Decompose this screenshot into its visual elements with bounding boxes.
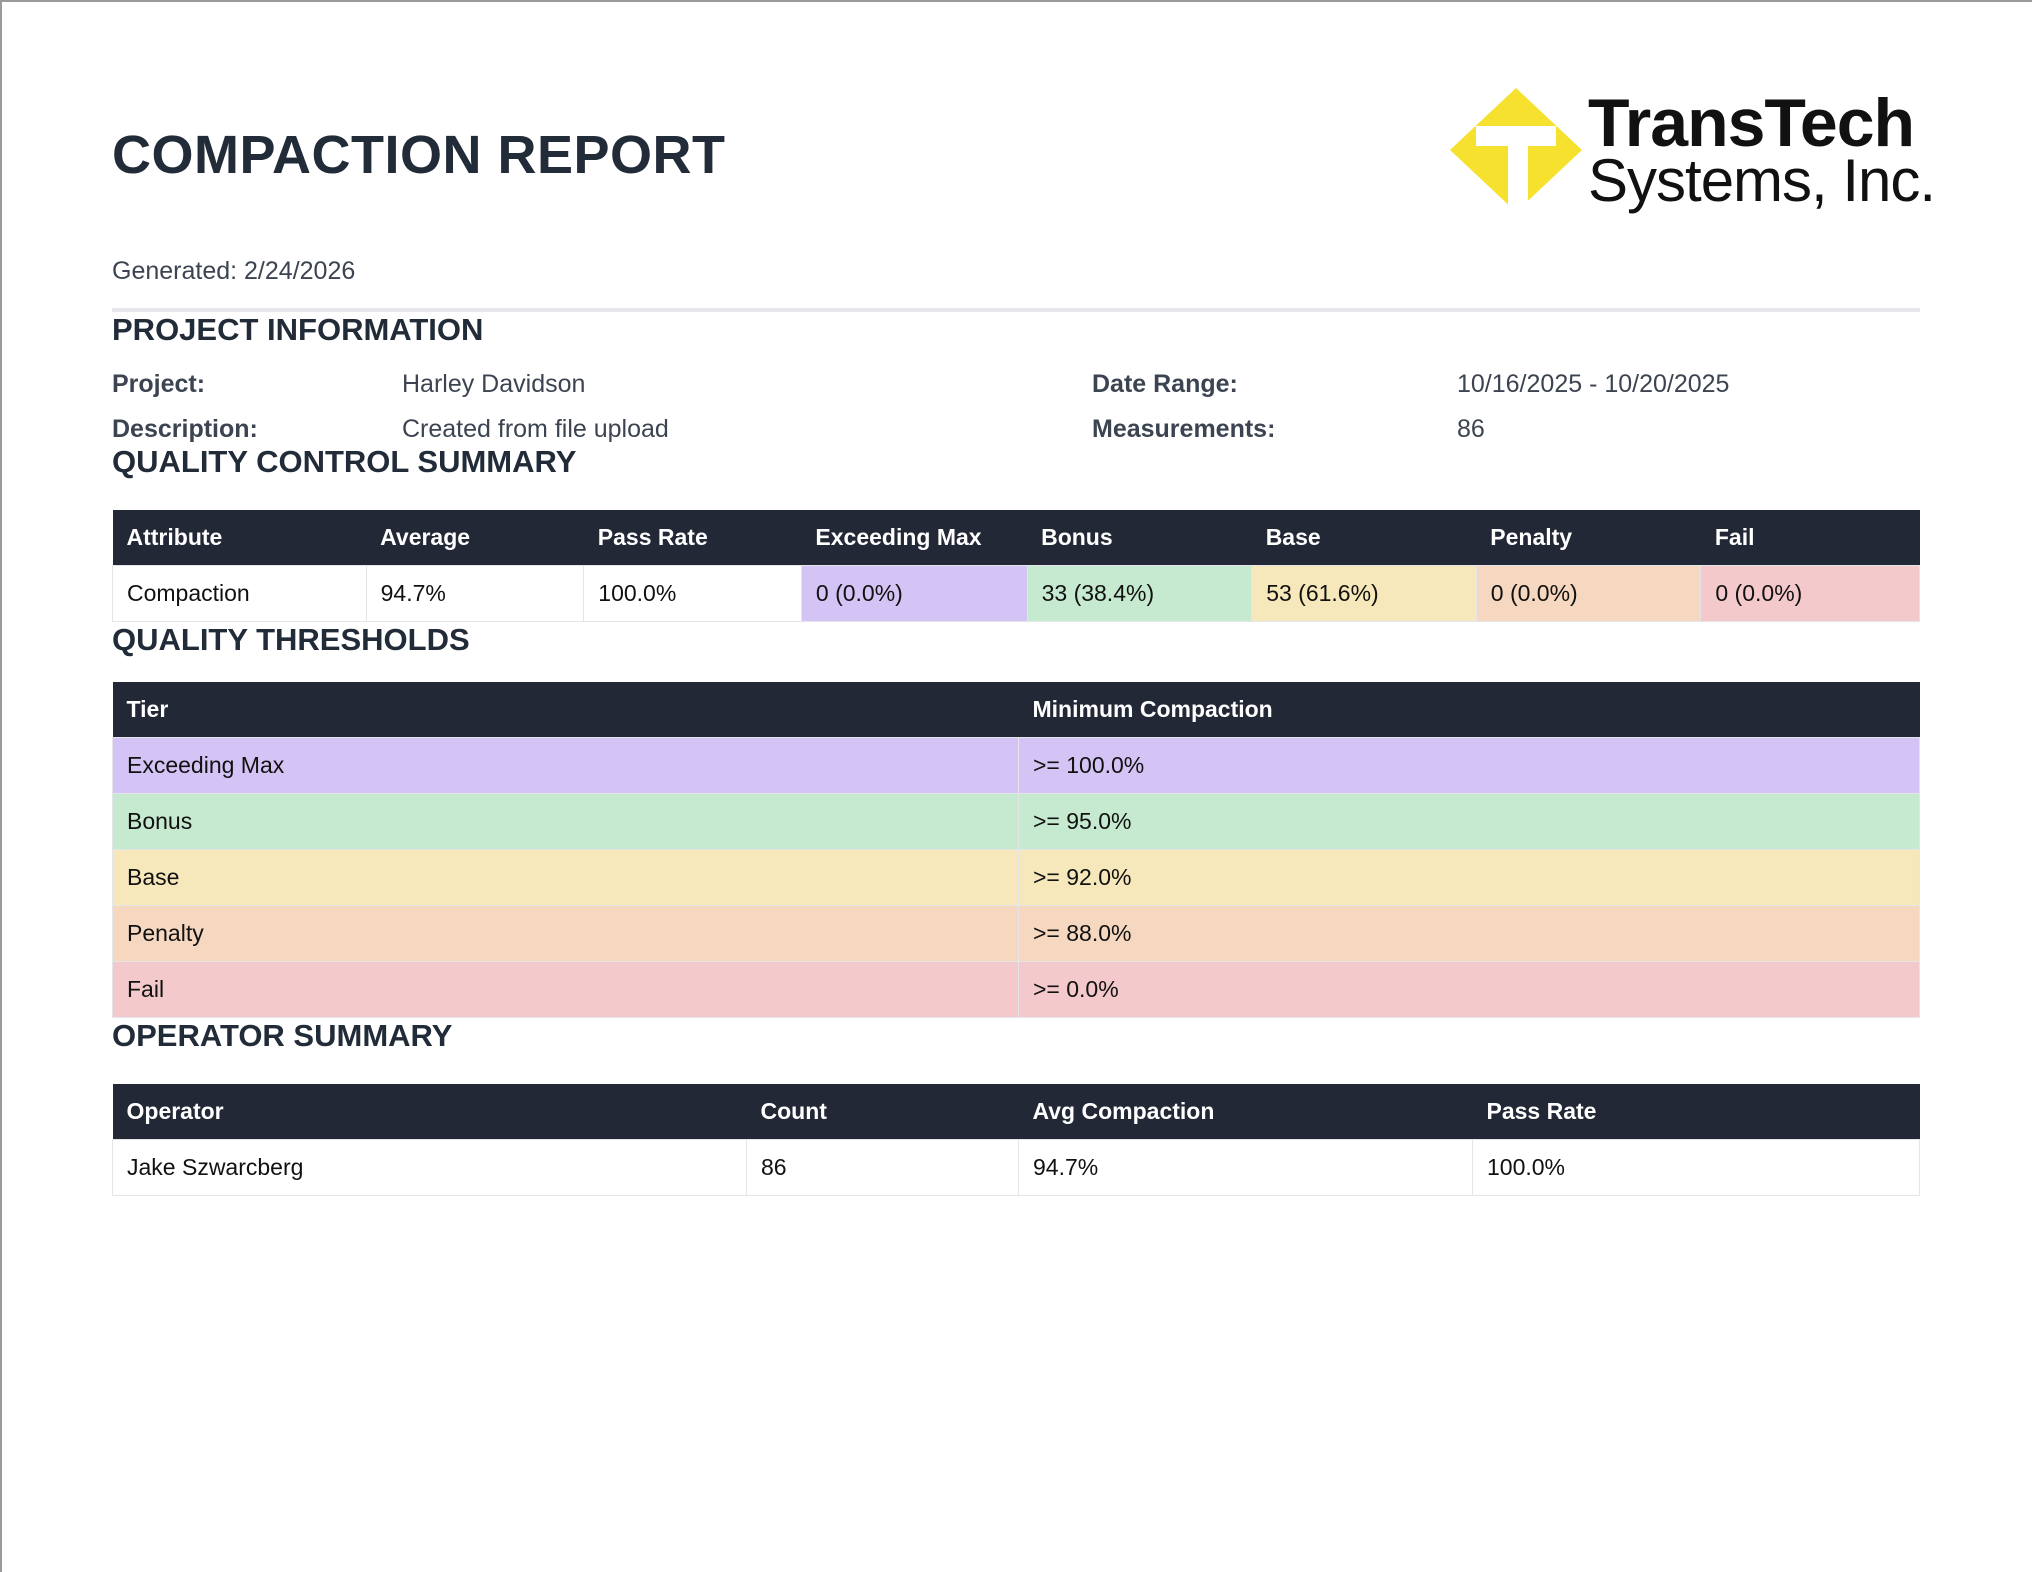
table-row: Penalty >= 88.0% bbox=[112, 905, 1920, 962]
date-range-value: 10/16/2025 - 10/20/2025 bbox=[1457, 370, 1730, 398]
date-range-label: Date Range: bbox=[1092, 370, 1238, 398]
column-header: Base bbox=[1251, 510, 1477, 566]
table-cell: 0 (0.0%) bbox=[1475, 565, 1702, 622]
table-cell: Compaction bbox=[112, 565, 367, 622]
column-header: Pass Rate bbox=[1472, 1084, 1920, 1140]
transtech-diamond-icon bbox=[1450, 88, 1582, 212]
operator-summary-table: Operator Count Avg Compaction Pass Rate … bbox=[112, 1084, 1920, 1196]
column-header: Fail bbox=[1700, 510, 1920, 566]
column-header: Attribute bbox=[112, 510, 367, 566]
table-row: Fail >= 0.0% bbox=[112, 961, 1920, 1018]
table-cell: Bonus bbox=[112, 793, 1019, 850]
column-header: Minimum Compaction bbox=[1018, 682, 1920, 738]
table-cell: Penalty bbox=[112, 905, 1019, 962]
table-row: Exceeding Max >= 100.0% bbox=[112, 737, 1920, 794]
measurements-value: 86 bbox=[1457, 415, 1485, 443]
table-header-row: Tier Minimum Compaction bbox=[112, 682, 1920, 738]
table-row: Bonus >= 95.0% bbox=[112, 793, 1920, 850]
table-cell: 53 (61.6%) bbox=[1251, 565, 1477, 622]
qc-summary-heading: QUALITY CONTROL SUMMARY bbox=[112, 444, 577, 479]
table-cell: Fail bbox=[112, 961, 1019, 1018]
report-header: COMPACTION REPORT Generated: 2/24/2026 T… bbox=[112, 2, 1936, 302]
table-cell: Jake Szwarcberg bbox=[112, 1139, 747, 1196]
project-value: Harley Davidson bbox=[402, 370, 586, 398]
table-cell: >= 100.0% bbox=[1018, 737, 1920, 794]
table-cell: 33 (38.4%) bbox=[1026, 565, 1253, 622]
column-header: Bonus bbox=[1027, 510, 1252, 566]
column-header: Average bbox=[366, 510, 584, 566]
table-cell: 86 bbox=[746, 1139, 1019, 1196]
measurements-label: Measurements: bbox=[1092, 415, 1276, 443]
table-cell: 0 (0.0%) bbox=[1700, 565, 1920, 622]
qc-summary-table: Attribute Average Pass Rate Exceeding Ma… bbox=[112, 510, 1920, 622]
table-cell: >= 92.0% bbox=[1018, 849, 1920, 906]
column-header: Exceeding Max bbox=[801, 510, 1028, 566]
table-row: Base >= 92.0% bbox=[112, 849, 1920, 906]
description-label: Description: bbox=[112, 415, 258, 443]
table-header-row: Attribute Average Pass Rate Exceeding Ma… bbox=[112, 510, 1920, 566]
project-info-grid: Project: Harley Davidson Date Range: 10/… bbox=[112, 370, 1920, 444]
column-header: Operator bbox=[112, 1084, 747, 1140]
table-cell: 100.0% bbox=[1472, 1139, 1920, 1196]
table-row: Jake Szwarcberg 86 94.7% 100.0% bbox=[112, 1139, 1920, 1196]
table-cell: 94.7% bbox=[1018, 1139, 1473, 1196]
operator-summary-heading: OPERATOR SUMMARY bbox=[112, 1018, 453, 1053]
column-header: Pass Rate bbox=[583, 510, 802, 566]
table-cell: 100.0% bbox=[583, 565, 802, 622]
logo-line-2: Systems, Inc. bbox=[1588, 147, 1936, 214]
report-title: COMPACTION REPORT bbox=[112, 125, 726, 185]
table-cell: >= 95.0% bbox=[1018, 793, 1920, 850]
thresholds-table: Tier Minimum Compaction Exceeding Max >=… bbox=[112, 682, 1920, 1018]
thresholds-heading: QUALITY THRESHOLDS bbox=[112, 622, 470, 657]
table-cell: >= 0.0% bbox=[1018, 961, 1920, 1018]
description-value: Created from file upload bbox=[402, 415, 669, 443]
generated-date: Generated: 2/24/2026 bbox=[112, 257, 356, 285]
column-header: Penalty bbox=[1476, 510, 1701, 566]
header-divider bbox=[112, 308, 1920, 312]
table-cell: Base bbox=[112, 849, 1019, 906]
column-header: Avg Compaction bbox=[1018, 1084, 1473, 1140]
logo-line-1: TransTech bbox=[1588, 85, 1915, 161]
table-cell: 0 (0.0%) bbox=[800, 565, 1028, 622]
project-label: Project: bbox=[112, 370, 206, 398]
project-info-heading: PROJECT INFORMATION bbox=[112, 312, 484, 347]
table-cell: Exceeding Max bbox=[112, 737, 1019, 794]
table-row: Compaction 94.7% 100.0% 0 (0.0%) 33 (38.… bbox=[112, 565, 1920, 622]
company-logo: TransTech Systems, Inc. bbox=[1450, 84, 1936, 214]
column-header: Tier bbox=[112, 682, 1019, 738]
table-cell: 94.7% bbox=[365, 565, 585, 622]
table-header-row: Operator Count Avg Compaction Pass Rate bbox=[112, 1084, 1920, 1140]
column-header: Count bbox=[746, 1084, 1019, 1140]
table-cell: >= 88.0% bbox=[1018, 905, 1920, 962]
